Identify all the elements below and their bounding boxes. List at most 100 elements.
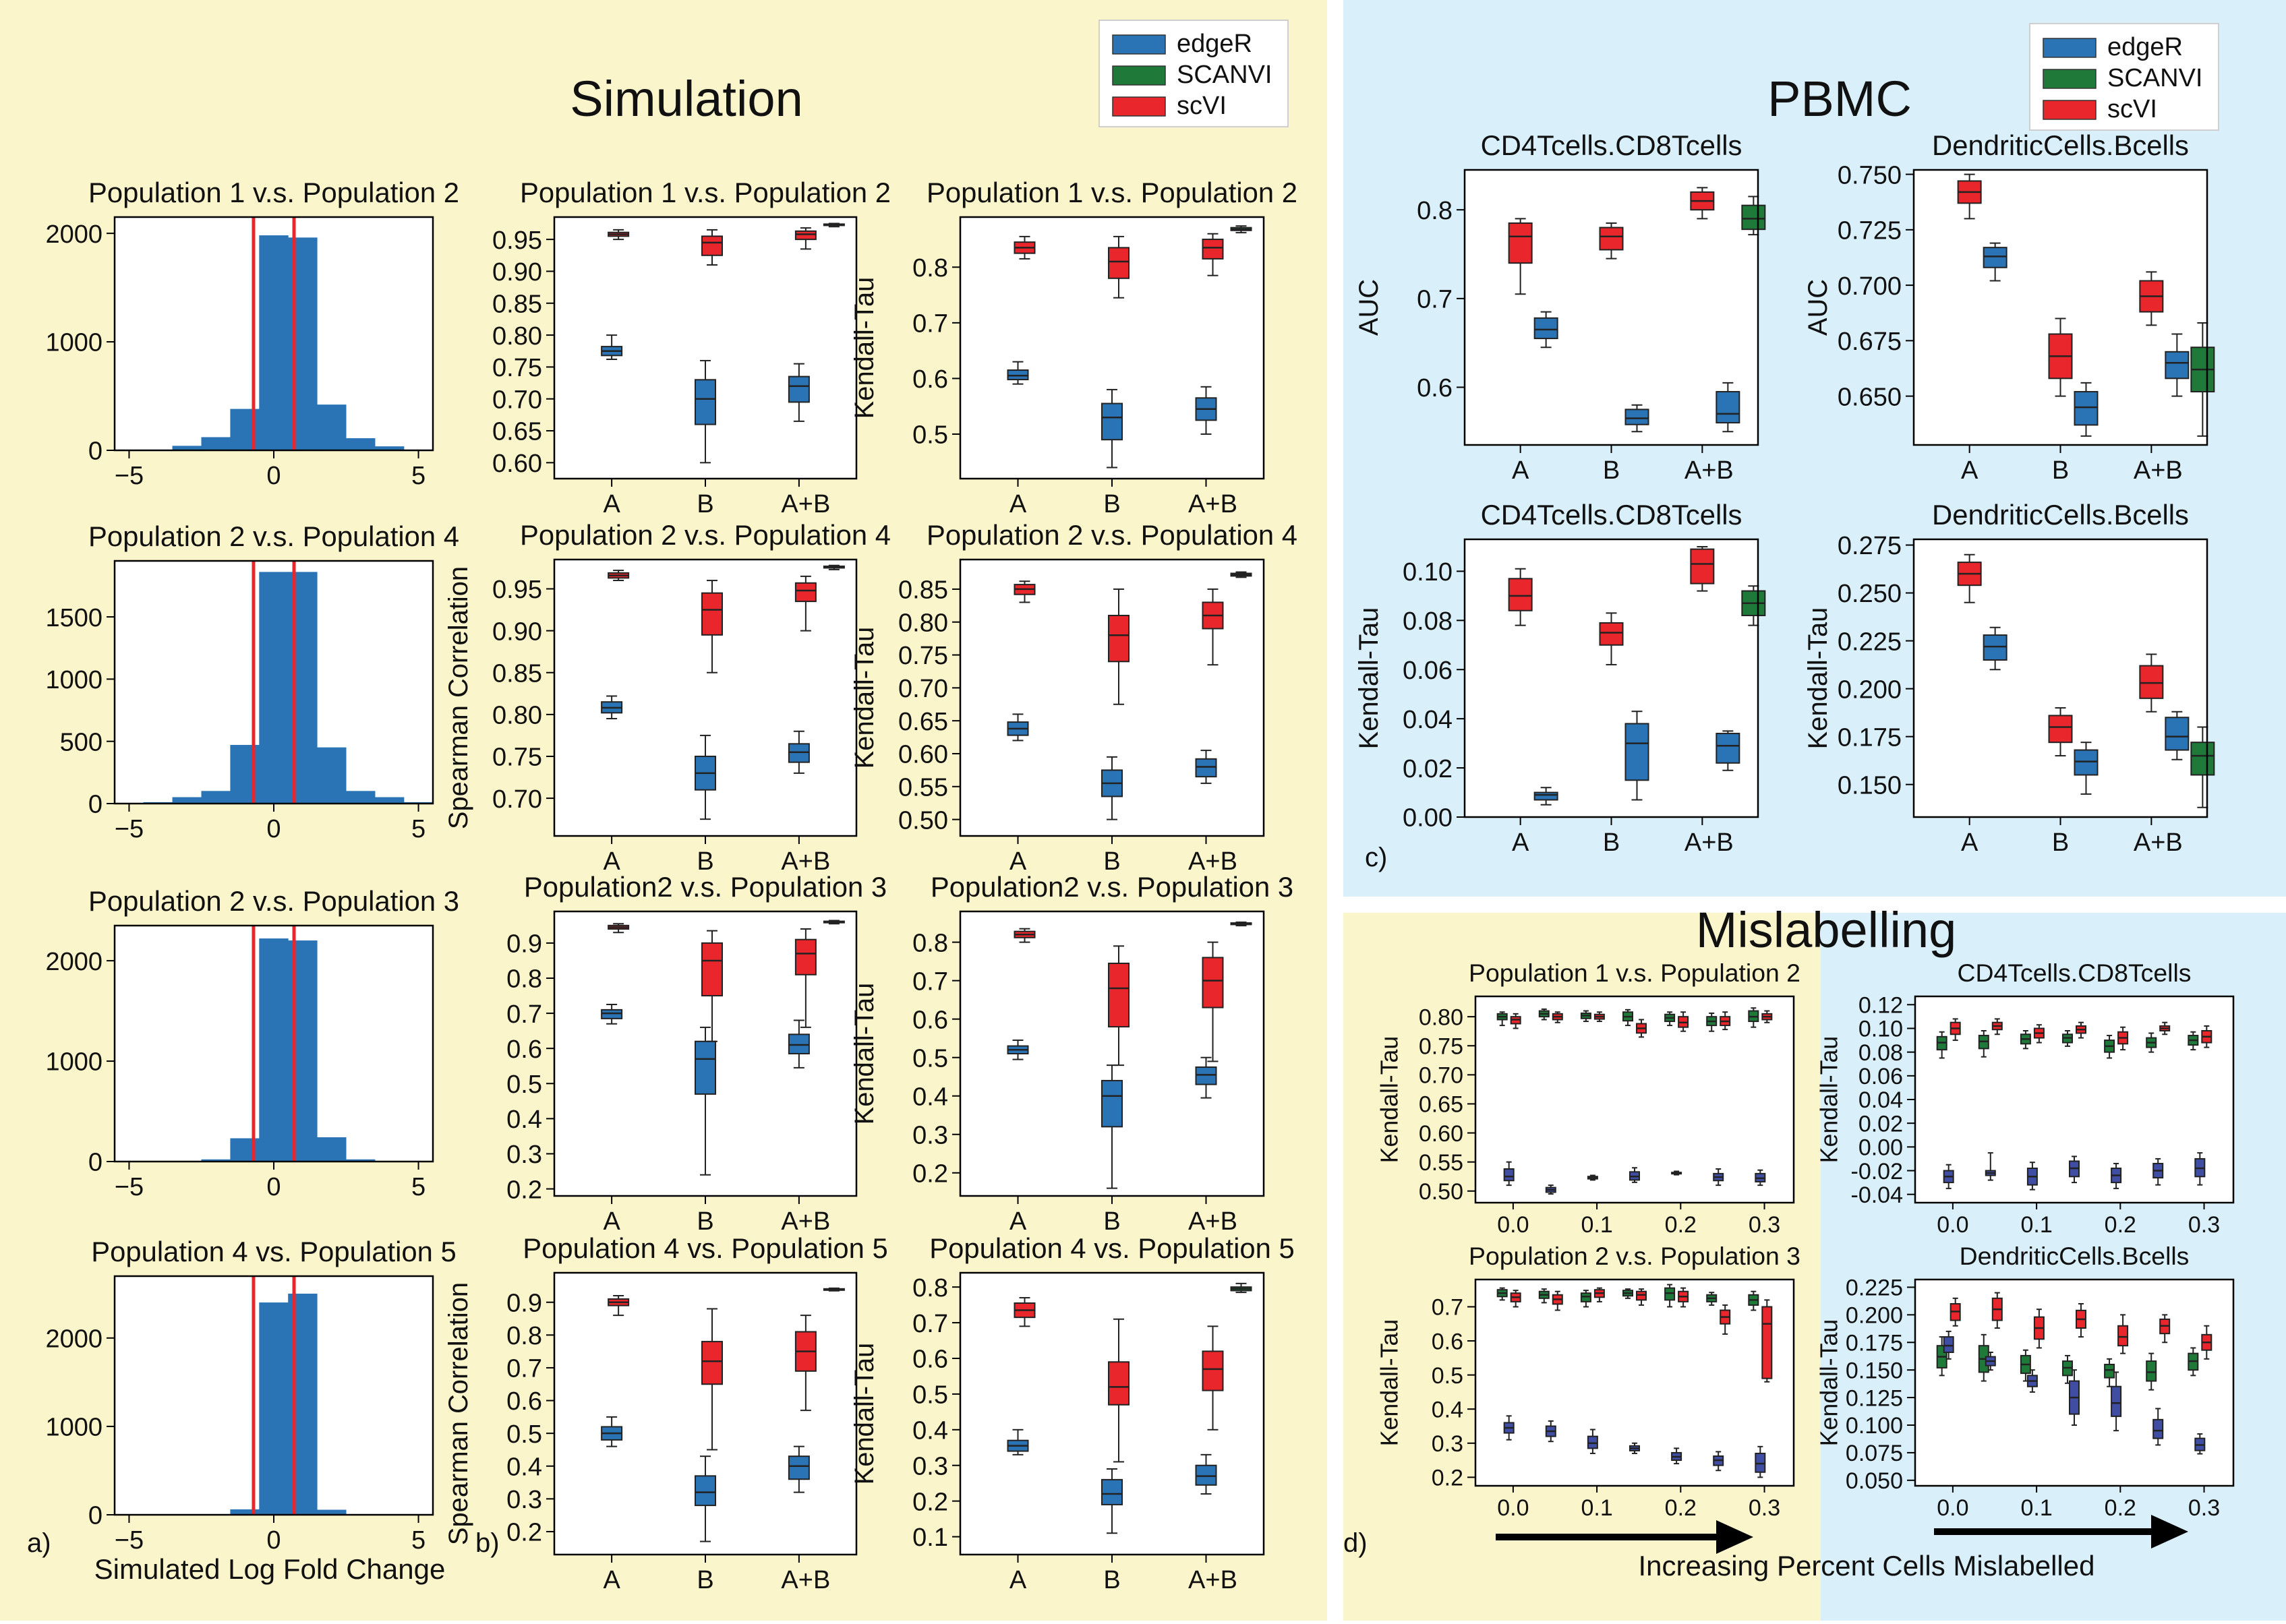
box-mark (601, 1004, 623, 1025)
box-mark (1533, 311, 1558, 349)
x-tick-label: A (1961, 456, 1979, 485)
box-mark (1007, 361, 1029, 385)
x-tick-label: B (2052, 829, 2069, 857)
box-mark (2194, 1152, 2206, 1186)
x-tick-label: A+B (1684, 829, 1734, 857)
box-iqr (1195, 1066, 1217, 1085)
box-mark (2069, 1369, 2080, 1426)
box-mark (1636, 1019, 1647, 1038)
box-mark (2026, 1369, 2038, 1393)
x-tick-label: 0.2 (2105, 1495, 2136, 1521)
panel-label-b: b) (475, 1528, 500, 1558)
box-mark (1503, 1415, 1515, 1441)
box-mark (1706, 1012, 1718, 1032)
box-mark (2076, 1021, 2086, 1039)
box-mark (695, 1026, 716, 1176)
box-mark (1720, 1011, 1731, 1031)
y-tick-label: 0.12 (1858, 993, 1903, 1019)
y-tick-label: 0.5 (912, 1044, 948, 1073)
box-mark (1230, 921, 1252, 927)
box-mark (2146, 1352, 2157, 1391)
box-iqr (1690, 548, 1715, 584)
box-iqr (695, 379, 716, 425)
chart-s7: 0.2 0.3 0.4 0.5 0.6 0.7 0.8 0.9 Population 4 vs.… (444, 1232, 888, 1594)
mislabel-arrow-right-head (2151, 1515, 2188, 1548)
box-iqr (2165, 717, 2190, 751)
y-tick-label: 0.65 (1419, 1092, 1463, 1118)
box-mark (1195, 386, 1217, 435)
x-tick-label: 0.2 (1665, 1212, 1697, 1238)
y-tick-label: 0.2 (912, 1160, 948, 1188)
y-tick-label: 0.6 (912, 1006, 948, 1034)
box-iqr (1587, 1435, 1598, 1449)
histogram-bar (317, 1137, 347, 1162)
legend-label-scvi: scVI (1177, 92, 1227, 120)
box-mark (1195, 1453, 1217, 1495)
x-tick-label: −5 (115, 815, 144, 843)
box-mark (1690, 187, 1715, 220)
box-mark (1202, 233, 1224, 276)
y-tick-label: 1000 (45, 1048, 102, 1077)
y-tick-label: 0.750 (1838, 161, 1902, 189)
y-tick-label: 0.75 (898, 642, 948, 670)
y-tick-label: 0.60 (1419, 1121, 1463, 1147)
x-tick-label: 0.3 (2188, 1495, 2220, 1521)
y-tick-label: 0.60 (898, 741, 948, 769)
y-tick-label: 1000 (45, 666, 102, 694)
x-tick-label: B (1103, 847, 1120, 876)
chart-title: Population 2 v.s. Population 3 (1469, 1242, 1800, 1270)
chart-title: Population 2 v.s. Population 4 (88, 520, 459, 552)
mislabelling-heading: Mislabelling (1696, 902, 1957, 958)
x-tick-label: 0 (266, 1526, 281, 1555)
box-mark (2190, 322, 2215, 437)
y-axis-label: Kendall-Tau (1376, 1036, 1403, 1163)
box-mark (1593, 1011, 1605, 1023)
box-mark (2020, 1030, 2031, 1050)
box-mark (1741, 196, 1766, 236)
box-iqr (2190, 742, 2215, 776)
y-tick-label: 0.8 (1417, 197, 1453, 225)
panel-label-d: d) (1343, 1528, 1368, 1558)
histogram-bar (346, 438, 376, 451)
box-mark (1195, 1056, 1217, 1099)
box-iqr (1533, 791, 1558, 801)
y-tick-label: 0.150 (1846, 1358, 1903, 1383)
chart-title: Population 2 v.s. Population 4 (520, 519, 891, 551)
box-mark (2074, 382, 2099, 437)
y-tick-label: 0.80 (898, 609, 948, 637)
plot-frame (113, 1275, 434, 1516)
y-tick-label: 0.65 (492, 418, 542, 446)
y-tick-label: 0.2 (506, 1176, 542, 1204)
box-mark (1629, 1167, 1640, 1183)
y-axis-label: Kendall-Tau (1376, 1319, 1403, 1446)
x-tick-label: 0.0 (1497, 1212, 1529, 1238)
x-tick-label: −5 (115, 1526, 144, 1555)
box-mark (695, 1455, 716, 1542)
histogram-bar (259, 1302, 289, 1515)
y-tick-label: 0.08 (1403, 607, 1453, 636)
y-tick-label: 0.6 (1417, 374, 1453, 402)
box-mark (2117, 1026, 2129, 1051)
x-tick-label: A+B (1684, 456, 1734, 485)
box-mark (1678, 1287, 1689, 1308)
histogram-bar (317, 747, 347, 804)
box-iqr (2146, 1360, 2157, 1382)
chart-title: Population 1 v.s. Population 2 (927, 177, 1297, 208)
y-tick-label: 0.55 (898, 773, 948, 802)
box-mark (1195, 750, 1217, 784)
box-mark (2111, 1162, 2122, 1189)
histogram-bar (201, 437, 231, 451)
box-iqr (1624, 723, 1649, 781)
box-mark (1108, 945, 1130, 1066)
box-iqr (1101, 1079, 1123, 1128)
chart-title: DendriticCells.Bcells (1932, 129, 2189, 161)
plot-frame (553, 216, 858, 480)
plot-frame (1914, 995, 2235, 1204)
x-tick-label: A+B (1188, 847, 1237, 876)
box-iqr (2104, 1364, 2115, 1379)
y-tick-label: 0.50 (898, 806, 948, 835)
box-iqr (1108, 247, 1130, 279)
y-tick-label: 0.6 (506, 1387, 542, 1416)
x-tick-label: B (697, 490, 713, 518)
